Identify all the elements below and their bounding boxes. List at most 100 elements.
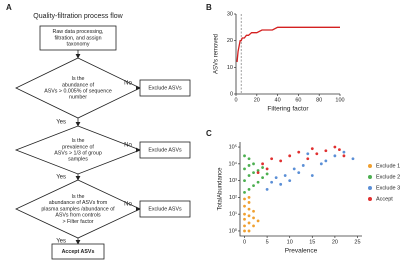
y-tick-label: 10⁵ (229, 144, 237, 151)
y-tick-label: 0 (230, 91, 233, 97)
x-tick-label: 40 (275, 97, 281, 103)
scatter-point (256, 169, 260, 172)
scatter-point (342, 154, 346, 158)
scatter-point (243, 197, 246, 201)
y-tick-label: 30 (227, 11, 233, 17)
node-text: taxonomy (67, 42, 90, 48)
legend-marker (368, 186, 372, 190)
node-text: > Filter factor (62, 219, 93, 225)
legend-label: Accept (376, 196, 393, 202)
scatter-point (247, 207, 251, 211)
scatter-point (333, 145, 337, 149)
x-tick-label: 20 (332, 239, 338, 245)
x-tick-label: 10 (287, 239, 293, 245)
scatter-point (247, 195, 251, 199)
node-text: ASVs > 0.005% of sequence (44, 89, 112, 95)
scatter-point (256, 180, 260, 184)
panel-label: B (206, 3, 212, 12)
node-text: Exclude ASVs (148, 206, 182, 212)
process-box (51, 243, 105, 260)
scatter-point (274, 176, 278, 180)
scatter-point (310, 147, 314, 151)
scatter-point (297, 171, 301, 175)
y-tick-label: 10⁰ (229, 227, 238, 234)
y-tick-label: 10³ (229, 178, 237, 184)
scatter-point (297, 150, 301, 154)
scatter-point (247, 214, 251, 218)
node-text: Raw data processing, (53, 29, 104, 35)
process-box (39, 25, 117, 51)
y-tick-label: 10² (229, 195, 237, 201)
node-text: Is the (72, 76, 85, 82)
scatter-point (292, 167, 296, 171)
scatter-point (310, 174, 314, 177)
legend-marker (368, 175, 372, 179)
scatter-point (243, 212, 246, 216)
node-text: filtration, and assign (54, 35, 101, 41)
edge-label: No (124, 81, 132, 87)
x-tick-label: 100 (335, 97, 344, 103)
scatter-point (252, 209, 255, 213)
node-text: Exclude ASVs (148, 147, 182, 153)
edge-label: No (124, 202, 132, 208)
scatter-point (247, 174, 251, 177)
scatter-point (319, 162, 323, 166)
edge-label: Yes (56, 120, 66, 126)
x-tick-label: 20 (254, 97, 260, 103)
node-text: ASVs > 1/3 of group (54, 151, 102, 157)
node-text: prevalence of (62, 144, 94, 150)
scatter-point (279, 182, 283, 186)
scatter-point (243, 179, 246, 183)
scatter-point (265, 187, 269, 191)
legend-marker (368, 164, 372, 168)
scatter-point (261, 162, 264, 166)
x-tick-label: 0 (234, 97, 237, 103)
y-axis-title: TotalAbundance (218, 167, 224, 211)
x-tick-label: 60 (295, 97, 301, 103)
scatter-point (252, 216, 255, 220)
x-tick-label: 5 (266, 239, 269, 245)
scatter-point (324, 149, 328, 153)
y-tick-label: 10⁴ (229, 160, 238, 167)
panel-label: A (6, 3, 12, 12)
scatter-point (243, 224, 246, 228)
scatter-point (265, 167, 269, 171)
x-axis-title: Prevalence (285, 248, 318, 255)
scatter-point (270, 157, 274, 161)
scatter-point (243, 167, 246, 171)
axis-line (235, 14, 340, 95)
y-tick-label: 10 (227, 65, 233, 71)
edge-label: Yes (56, 239, 66, 245)
legend-label: Exclude 1 (376, 163, 400, 169)
scatter-point (288, 154, 292, 158)
node-text: Is the (72, 194, 85, 200)
flowchart-title: Quality-filtration process flow (33, 13, 123, 20)
x-tick-label: 15 (309, 239, 315, 245)
scatter-point (243, 217, 246, 221)
scatter-point (315, 152, 319, 156)
node-text: abundance of (62, 82, 95, 88)
y-tick-label: 10¹ (229, 212, 237, 218)
scatter-point (265, 172, 269, 176)
process-box (139, 79, 191, 97)
x-axis-title: Filtering factor (267, 106, 309, 113)
node-text: Accept ASVs (62, 249, 95, 255)
scatter-point (283, 174, 287, 177)
scatter-point (256, 219, 260, 223)
scatter-point (279, 159, 283, 163)
node-text: samples (68, 157, 88, 163)
scatter-point (252, 171, 255, 175)
scatter-point (247, 157, 251, 161)
scatter-point (261, 176, 264, 180)
axis-line (239, 142, 362, 237)
scatter-point (301, 164, 305, 167)
node-text: Is the (72, 138, 85, 144)
node-text: number (69, 95, 87, 101)
scatter-point (247, 187, 251, 191)
data-line (236, 26, 340, 63)
scatter-point (247, 201, 251, 204)
scatter-point (247, 221, 251, 225)
scatter-point (288, 179, 292, 183)
scatter-point (306, 152, 310, 156)
